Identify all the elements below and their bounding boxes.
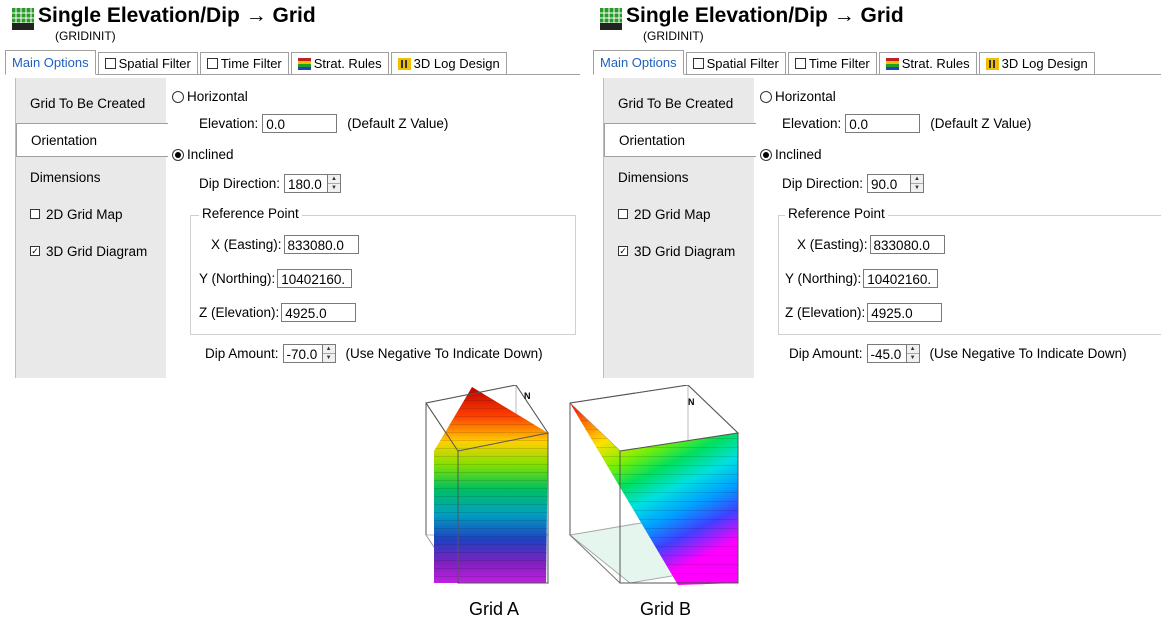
sidebar-item-grid-to-be-created[interactable]: Grid To Be Created <box>30 95 146 111</box>
2d-grid-map-checkbox[interactable] <box>30 209 40 219</box>
strat-rules-icon <box>885 57 899 70</box>
3d-grid-diagram-checkbox[interactable]: ✓ <box>618 246 628 256</box>
dip-direction-row: Dip Direction: 90.0 ▲ ▼ <box>782 174 925 193</box>
sidebar-item-orientation[interactable]: Orientation <box>604 123 756 157</box>
dip-amount-input[interactable]: -45.0 <box>866 344 907 363</box>
sidebar-item-dimensions[interactable]: Dimensions <box>30 169 101 185</box>
y-northing-input[interactable]: 10402160. <box>277 269 353 288</box>
inclined-radio[interactable] <box>760 148 772 161</box>
horizontal-option[interactable]: Horizontal <box>172 89 248 104</box>
dialog-title: Single Elevation/Dip → Grid <box>38 4 316 27</box>
dip-direction-stepper[interactable]: ▲ ▼ <box>328 174 342 193</box>
tab-3d-log-design[interactable]: 3D Log Design <box>978 52 1095 74</box>
tab-main-options[interactable]: Main Options <box>593 50 684 75</box>
sidebar-item-orientation[interactable]: Orientation <box>16 123 168 157</box>
reference-point-label: Reference Point <box>785 206 888 221</box>
time-filter-checkbox[interactable] <box>794 58 806 69</box>
y-northing-row: Y (Northing): 10402160. <box>199 269 353 288</box>
elevation-input[interactable]: 0.0 <box>845 114 921 133</box>
options-sidebar: Grid To Be Created Orientation Dimension… <box>15 78 168 378</box>
horizontal-radio[interactable] <box>760 90 772 103</box>
grid-app-icon <box>600 8 622 30</box>
tab-time-filter[interactable]: Time Filter <box>199 52 289 74</box>
dialog-subtitle: (GRIDINIT) <box>55 29 116 43</box>
dip-direction-input[interactable]: 180.0 <box>284 174 329 193</box>
sidebar-item-2d-grid-map[interactable]: 2D Grid Map <box>16 197 166 231</box>
dip-amount-row: Dip Amount: -70.0 ▲ ▼ (Use Negative To In… <box>205 344 543 363</box>
z-elevation-input[interactable]: 4925.0 <box>281 303 357 322</box>
z-elevation-input[interactable]: 4925.0 <box>867 303 943 322</box>
elevation-row: Elevation: 0.0 (Default Z Value) <box>782 114 1032 133</box>
2d-grid-map-checkbox[interactable] <box>618 209 628 219</box>
3d-log-design-icon <box>985 57 999 70</box>
tab-time-filter[interactable]: Time Filter <box>787 52 877 74</box>
tab-main-options[interactable]: Main Options <box>5 50 96 75</box>
inclined-option[interactable]: Inclined <box>172 147 234 162</box>
inclined-radio[interactable] <box>172 148 184 161</box>
sidebar-item-3d-grid-diagram[interactable]: ✓ 3D Grid Diagram <box>30 243 148 259</box>
tab-spatial-filter[interactable]: Spatial Filter <box>97 52 198 74</box>
tab-3d-log-design[interactable]: 3D Log Design <box>390 52 507 74</box>
north-label: N <box>688 397 695 407</box>
dip-direction-input[interactable]: 90.0 <box>867 174 912 193</box>
x-easting-input[interactable]: 833080.0 <box>869 235 945 254</box>
elevation-row: Elevation: 0.0 (Default Z Value) <box>199 114 449 133</box>
grid-a-diagram: N <box>425 385 549 585</box>
dip-amount-stepper[interactable]: ▲ ▼ <box>322 344 336 363</box>
dip-direction-stepper[interactable]: ▲ ▼ <box>911 174 925 193</box>
dialog-panel-a: Single Elevation/Dip → Grid (GRIDINIT) M… <box>0 0 580 378</box>
y-northing-row: Y (Northing): 10402160. <box>785 269 939 288</box>
z-elevation-row: Z (Elevation): 4925.0 <box>785 303 943 322</box>
spatial-filter-checkbox[interactable] <box>692 58 704 69</box>
tab-strat-rules[interactable]: Strat. Rules <box>290 52 389 74</box>
horizontal-radio[interactable] <box>172 90 184 103</box>
tab-spatial-filter[interactable]: Spatial Filter <box>685 52 786 74</box>
orientation-content: Horizontal Elevation: 0.0 (Default Z Val… <box>168 82 580 378</box>
tab-strat-rules[interactable]: Strat. Rules <box>878 52 977 74</box>
dip-direction-row: Dip Direction: 180.0 ▲ ▼ <box>199 174 342 193</box>
reference-point-group <box>190 215 576 335</box>
dialog-title: Single Elevation/Dip → Grid <box>626 4 904 27</box>
3d-log-design-icon <box>397 57 411 70</box>
tab-bar: Main Options Spatial Filter Time Filter … <box>593 50 1161 75</box>
elevation-input[interactable]: 0.0 <box>262 114 338 133</box>
3d-grid-diagram-checkbox[interactable]: ✓ <box>30 246 40 256</box>
orientation-content: Horizontal Elevation: 0.0 (Default Z Val… <box>756 82 1161 378</box>
grid-app-icon <box>12 8 34 30</box>
grid-b-label: Grid B <box>640 599 692 619</box>
options-sidebar: Grid To Be Created Orientation Dimension… <box>603 78 756 378</box>
sidebar-item-3d-grid-diagram[interactable]: ✓ 3D Grid Diagram <box>618 243 736 259</box>
tab-bar: Main Options Spatial Filter Time Filter … <box>5 50 580 75</box>
x-easting-row: X (Easting): 833080.0 <box>797 235 945 254</box>
sidebar-item-2d-grid-map[interactable]: 2D Grid Map <box>604 197 754 231</box>
x-easting-input[interactable]: 833080.0 <box>283 235 359 254</box>
reference-point-group <box>778 215 1161 335</box>
sidebar-item-grid-to-be-created[interactable]: Grid To Be Created <box>618 95 734 111</box>
z-elevation-row: Z (Elevation): 4925.0 <box>199 303 357 322</box>
x-easting-row: X (Easting): 833080.0 <box>211 235 359 254</box>
dip-amount-stepper[interactable]: ▲ ▼ <box>906 344 920 363</box>
dip-amount-row: Dip Amount: -45.0 ▲ ▼ (Use Negative To In… <box>789 344 1127 363</box>
time-filter-checkbox[interactable] <box>206 58 218 69</box>
sidebar-item-dimensions[interactable]: Dimensions <box>618 169 689 185</box>
north-label: N <box>524 391 531 401</box>
reference-point-label: Reference Point <box>199 206 302 221</box>
spatial-filter-checkbox[interactable] <box>104 58 116 69</box>
inclined-option[interactable]: Inclined <box>760 147 822 162</box>
grid-b-diagram: N <box>568 385 740 585</box>
y-northing-input[interactable]: 10402160. <box>863 269 939 288</box>
strat-rules-icon <box>297 57 311 70</box>
dialog-panel-b: Single Elevation/Dip → Grid (GRIDINIT) M… <box>588 0 1161 378</box>
horizontal-option[interactable]: Horizontal <box>760 89 836 104</box>
dialog-subtitle: (GRIDINIT) <box>643 29 704 43</box>
dip-amount-input[interactable]: -70.0 <box>282 344 323 363</box>
grid-a-label: Grid A <box>469 599 520 619</box>
